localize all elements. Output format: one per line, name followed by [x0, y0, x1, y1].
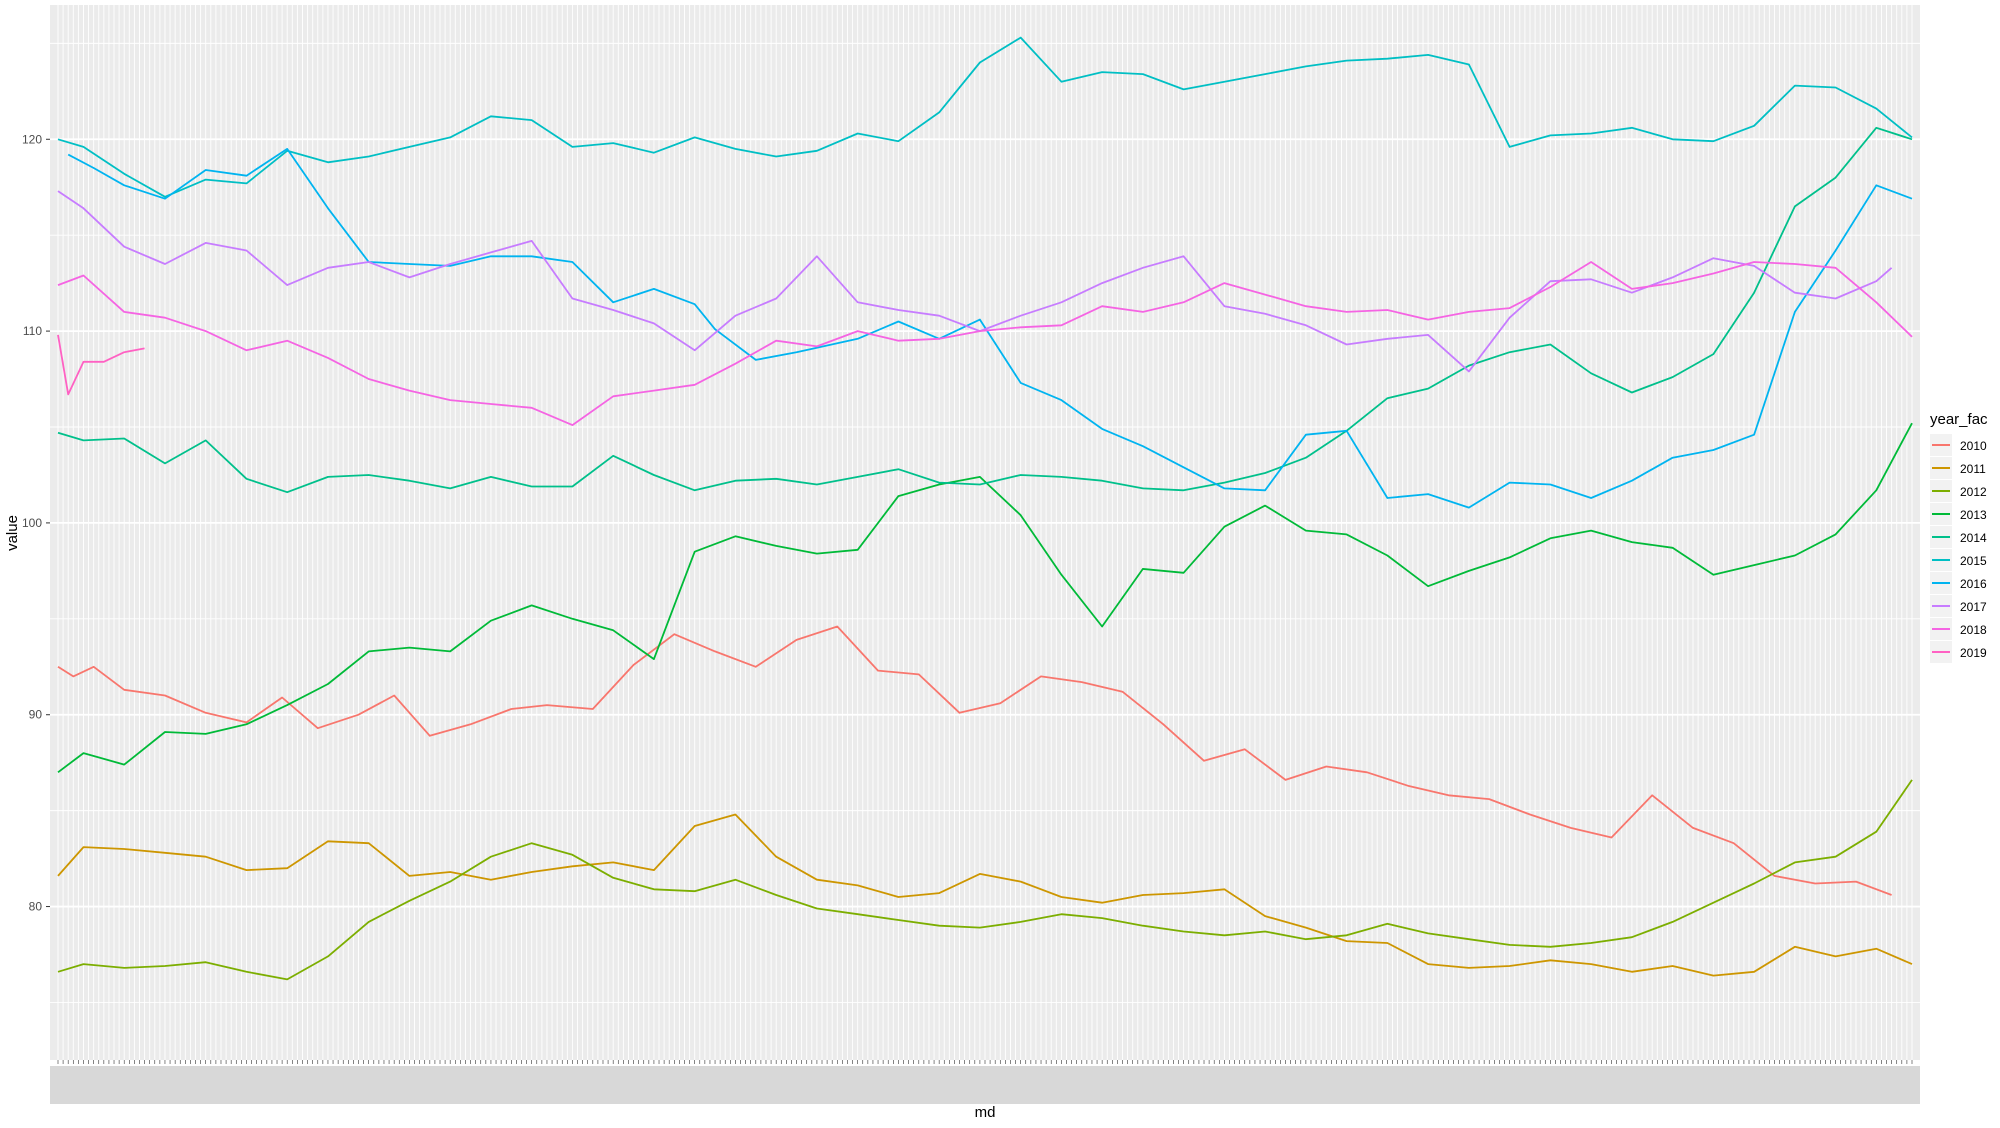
y-tick-label: 110	[23, 324, 42, 338]
legend-title: year_fac	[1930, 411, 1988, 428]
y-tick-label: 80	[29, 900, 43, 914]
legend-label-2011: 2011	[1960, 462, 1986, 476]
legend-label-2013: 2013	[1960, 508, 1987, 522]
legend-items: 2010 2011 2012 2013 2014 2015 2016 2017 2018 2019	[1930, 434, 1987, 663]
series-line-2012	[57, 779, 1913, 981]
series-line-2015	[57, 36, 1913, 198]
legend-label-2014: 2014	[1960, 531, 1987, 545]
legend-label-2017: 2017	[1960, 600, 1987, 614]
series-line-2014	[57, 126, 1913, 494]
legend-label-2018: 2018	[1960, 623, 1987, 637]
legend-label-2016: 2016	[1960, 577, 1987, 591]
series-layer	[57, 36, 1913, 981]
legend-label-2015: 2015	[1960, 554, 1987, 568]
legend-label-2012: 2012	[1960, 485, 1987, 499]
legend: year_fac 2010201120122013201420152016201…	[1930, 411, 1988, 663]
x-axis-title: md	[975, 1104, 996, 1121]
x-axis	[50, 1060, 1920, 1104]
series-line-2010	[57, 625, 1892, 896]
y-tick-label: 100	[22, 516, 42, 530]
series-line-2013	[57, 422, 1913, 774]
legend-label-2010: 2010	[1960, 439, 1987, 453]
legend-label-2019: 2019	[1960, 646, 1987, 660]
series-line-2011	[57, 813, 1913, 977]
series-line-2018	[57, 261, 1913, 427]
y-axis: 80 90 100 110 120	[22, 132, 50, 914]
y-tick-label: 90	[29, 708, 43, 722]
grid-y	[50, 42, 1920, 1003]
grid-minor-x	[57, 5, 1913, 1060]
y-axis-title: value	[4, 515, 21, 551]
series-line-2016	[67, 147, 1913, 509]
x-tick-labels-band	[50, 1066, 1920, 1104]
y-tick-label: 120	[22, 132, 42, 146]
series-line-2019	[57, 334, 145, 396]
